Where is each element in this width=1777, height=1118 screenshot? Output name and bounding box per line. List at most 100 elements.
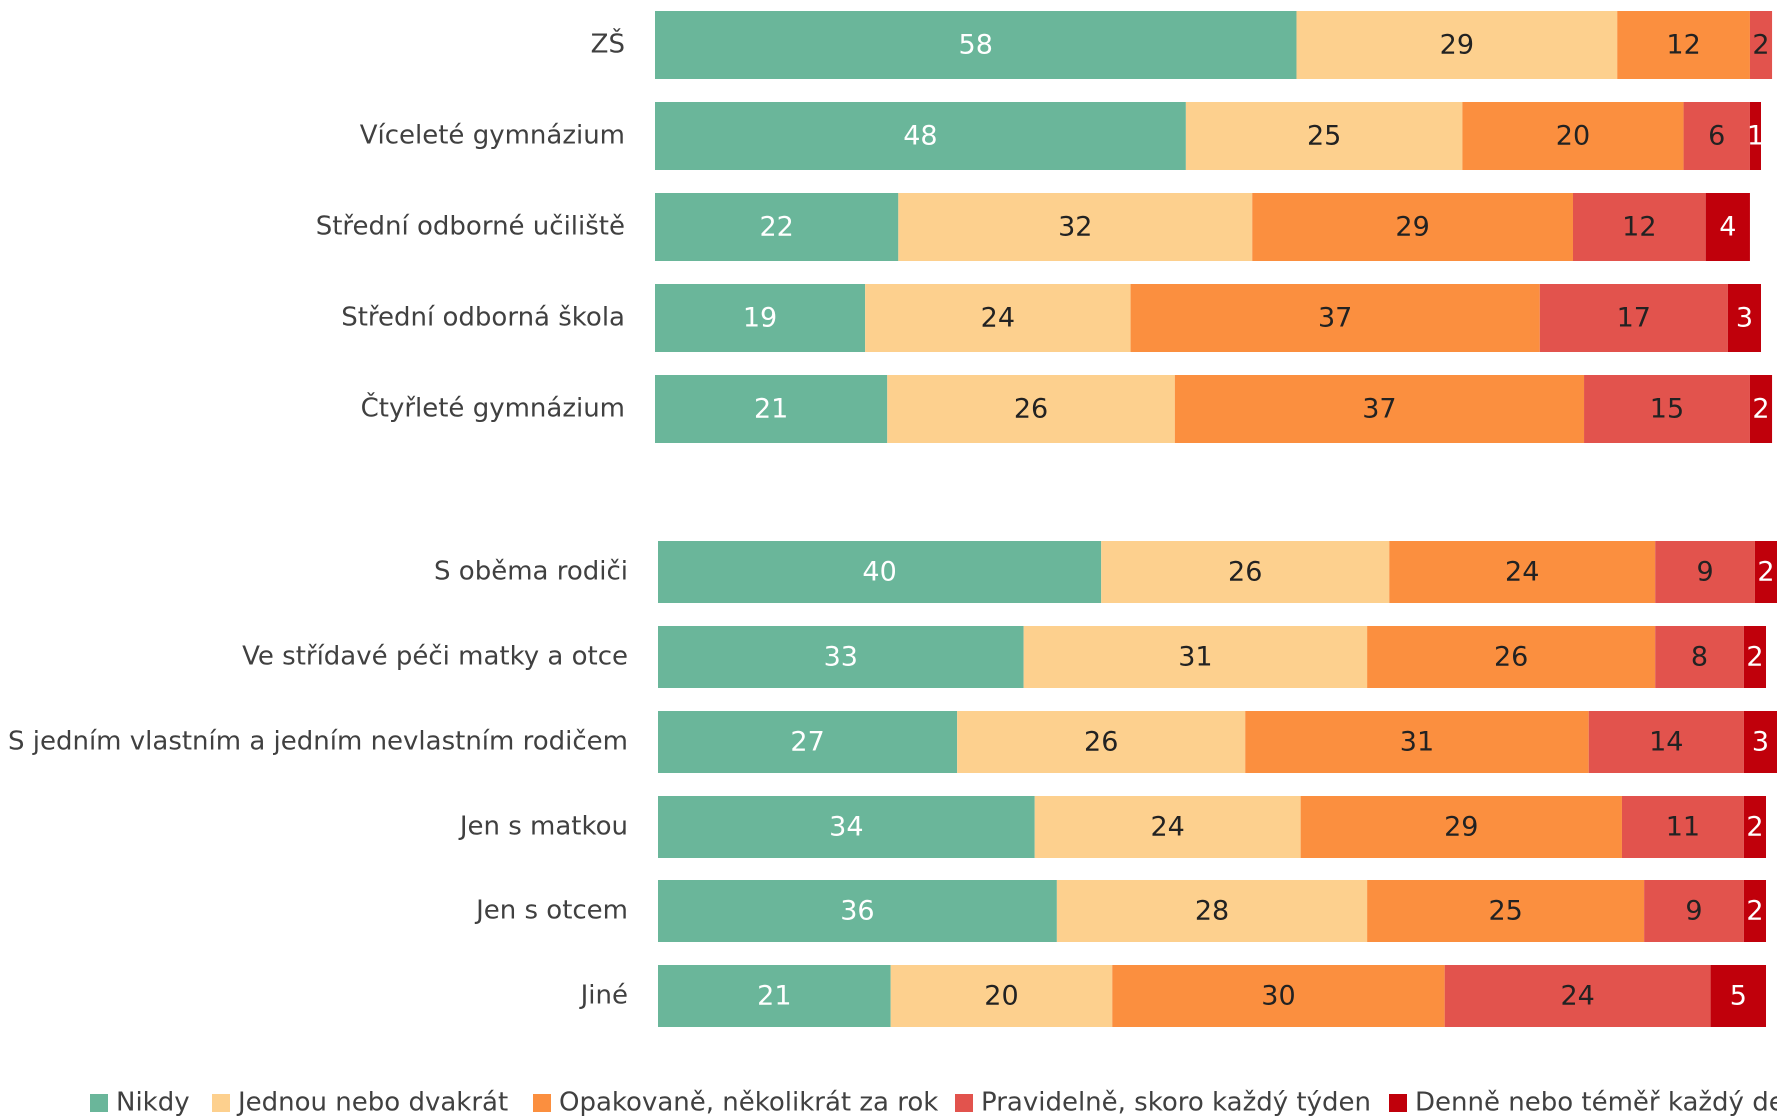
bar-segment xyxy=(957,711,1246,773)
data-label: 9 xyxy=(1685,896,1702,927)
bar-segment xyxy=(887,375,1175,443)
data-label: 28 xyxy=(1195,896,1229,927)
data-label: 29 xyxy=(1395,212,1429,243)
bar-segment xyxy=(655,193,899,261)
bar-segment xyxy=(1056,880,1368,942)
bar-segment xyxy=(865,284,1131,352)
data-label: 4 xyxy=(1719,212,1736,243)
bar-segment xyxy=(1462,102,1684,170)
bar-segment xyxy=(1743,796,1766,858)
category-label: Jen s matkou xyxy=(458,812,628,842)
data-label: 20 xyxy=(984,981,1018,1012)
data-label: 21 xyxy=(754,394,788,425)
data-label: 21 xyxy=(757,981,791,1012)
legend-swatch xyxy=(1389,1094,1407,1112)
bar-segment xyxy=(655,375,888,443)
bar-segment xyxy=(1621,796,1744,858)
bar-segment xyxy=(1749,102,1761,170)
bar-segment xyxy=(1130,284,1540,352)
bar-segment xyxy=(658,796,1035,858)
data-label: 17 xyxy=(1617,303,1651,334)
data-label: 31 xyxy=(1400,727,1434,758)
bar-segment xyxy=(1754,541,1777,603)
bar-segment xyxy=(655,102,1186,170)
data-label: 24 xyxy=(1505,557,1539,588)
bar-segment xyxy=(1174,375,1585,443)
data-label: 37 xyxy=(1362,394,1396,425)
bar-segment xyxy=(1367,880,1645,942)
bar-segment xyxy=(1367,626,1656,688)
bar-segment xyxy=(1727,284,1761,352)
bar-segment xyxy=(1300,796,1622,858)
data-label: 2 xyxy=(1752,30,1769,61)
bar-segment xyxy=(655,11,1297,79)
data-label: 3 xyxy=(1736,303,1753,334)
bar-segment xyxy=(1252,193,1573,261)
data-label: 25 xyxy=(1488,896,1522,927)
data-label: 11 xyxy=(1666,812,1700,843)
data-label: 30 xyxy=(1261,981,1295,1012)
category-label: ZŠ xyxy=(591,28,625,60)
bar-segment xyxy=(1444,965,1711,1027)
category-label: Střední odborná škola xyxy=(341,303,625,333)
data-label: 29 xyxy=(1444,812,1478,843)
data-label: 22 xyxy=(759,212,793,243)
data-label: 2 xyxy=(1746,812,1763,843)
category-label: Jen s otcem xyxy=(474,896,628,926)
data-label: 2 xyxy=(1746,642,1763,673)
data-label: 27 xyxy=(790,727,824,758)
legend-label: Denně nebo téměř každý den xyxy=(1415,1088,1777,1118)
category-label: S jedním vlastním a jedním nevlastním ro… xyxy=(8,727,628,757)
bar-segment xyxy=(1185,102,1463,170)
data-label: 31 xyxy=(1178,642,1212,673)
bar-segment xyxy=(1245,711,1589,773)
category-label: S oběma rodiči xyxy=(434,557,628,587)
data-label: 48 xyxy=(903,121,937,152)
bar-segment xyxy=(1296,11,1618,79)
data-label: 24 xyxy=(1151,812,1185,843)
bar-segment xyxy=(658,880,1057,942)
bar-segment xyxy=(1710,965,1766,1027)
data-label: 24 xyxy=(981,303,1015,334)
data-label: 26 xyxy=(1494,642,1528,673)
data-label: 6 xyxy=(1708,121,1725,152)
data-label: 40 xyxy=(862,557,896,588)
data-label: 12 xyxy=(1666,30,1700,61)
data-label: 37 xyxy=(1318,303,1352,334)
bar-segment xyxy=(1617,11,1750,79)
data-label: 3 xyxy=(1752,727,1769,758)
bar-segment xyxy=(1655,626,1744,688)
legend-label: Nikdy xyxy=(116,1088,190,1118)
bar-segment xyxy=(1743,711,1777,773)
data-label: 14 xyxy=(1649,727,1683,758)
data-label: 34 xyxy=(829,812,863,843)
bar-segment xyxy=(1749,11,1773,79)
data-label: 5 xyxy=(1730,981,1747,1012)
bar-segment xyxy=(1539,284,1728,352)
data-label: 15 xyxy=(1650,394,1684,425)
category-label: Střední odborné učiliště xyxy=(316,212,625,242)
bar-segment xyxy=(1743,626,1766,688)
category-label: Čtyřleté gymnázium xyxy=(361,392,625,424)
data-label: 24 xyxy=(1560,981,1594,1012)
data-label: 2 xyxy=(1752,394,1769,425)
bar-segment xyxy=(1683,102,1750,170)
bar-segment xyxy=(658,626,1024,688)
data-label: 2 xyxy=(1757,557,1774,588)
data-label: 26 xyxy=(1084,727,1118,758)
data-label: 29 xyxy=(1440,30,1474,61)
bar-segment xyxy=(1112,965,1445,1027)
legend-label: Pravidelně, skoro každý týden xyxy=(981,1088,1371,1118)
bar-segment xyxy=(1389,541,1656,603)
bar-segment xyxy=(898,193,1253,261)
bar-segment xyxy=(655,284,866,352)
data-label: 32 xyxy=(1058,212,1092,243)
bar-segment xyxy=(1705,193,1750,261)
bar-segment xyxy=(1584,375,1750,443)
bar-segment xyxy=(658,541,1102,603)
data-label: 26 xyxy=(1228,557,1262,588)
bar-segment xyxy=(1572,193,1706,261)
data-label: 9 xyxy=(1696,557,1713,588)
bar-segment xyxy=(1655,541,1755,603)
